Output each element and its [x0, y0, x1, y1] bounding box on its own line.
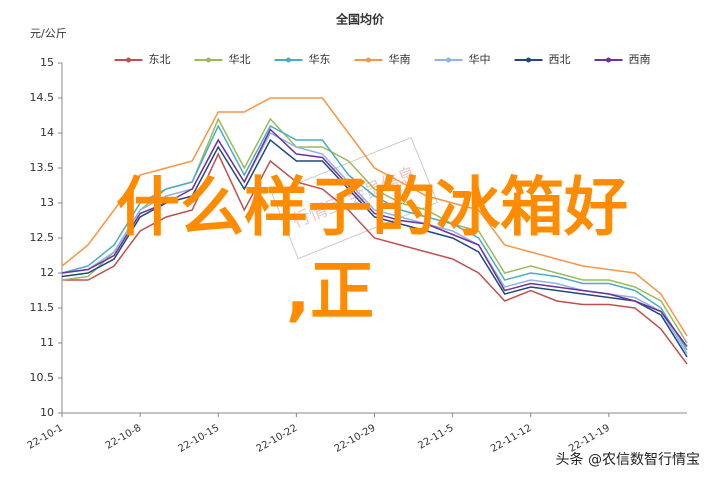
legend-marker — [126, 57, 131, 63]
headline-2: ,正 — [286, 256, 374, 330]
y-tick-label: 11.5 — [30, 301, 55, 314]
chart-title: 全国均价 — [335, 12, 385, 27]
legend-marker — [526, 57, 531, 63]
y-tick-label: 10.5 — [30, 371, 55, 384]
y-tick-label: 14 — [40, 126, 54, 139]
y-axis-label: 元/公斤 — [30, 27, 67, 40]
x-tick-label: 22-11-5 — [416, 423, 455, 452]
x-tick-label: 22-10-22 — [255, 423, 300, 455]
x-tick-label: 22-10-1 — [26, 423, 65, 452]
y-tick-label: 11 — [40, 336, 54, 349]
footer: 头条 @农信数智行情宝 — [556, 451, 700, 468]
series-line — [61, 128, 688, 347]
x-tick-label: 22-10-29 — [333, 423, 378, 455]
y-tick-label: 13.5 — [30, 161, 55, 174]
legend-label: 西南 — [629, 53, 651, 66]
series-line — [61, 124, 688, 351]
x-tick-label: 22-10-15 — [176, 423, 221, 455]
legend-marker — [206, 57, 211, 63]
legend-marker — [366, 57, 371, 63]
y-tick-label: 12 — [40, 266, 54, 279]
legend-label: 东北 — [149, 53, 171, 66]
y-tick-label: 10 — [40, 406, 54, 419]
legend-marker — [286, 57, 291, 63]
y-tick-label: 14.5 — [30, 91, 55, 104]
legend-label: 华东 — [309, 52, 331, 66]
legend-label: 华中 — [469, 52, 491, 66]
y-tick-label: 12.5 — [30, 231, 55, 244]
legend-marker — [606, 57, 611, 63]
y-tick-label: 13 — [40, 196, 54, 209]
series-line — [62, 152, 688, 365]
x-tick-label: 22-11-12 — [489, 423, 534, 455]
legend-label: 华北 — [229, 52, 251, 66]
legend-label: 西北 — [549, 53, 571, 66]
legend-label: 华南 — [389, 52, 411, 66]
headline: 什么样子的冰箱好 — [116, 172, 628, 246]
series-line — [61, 97, 688, 337]
y-tick-label: 15 — [40, 56, 54, 69]
x-tick-label: 22-11-19 — [567, 423, 612, 455]
x-tick-label: 22-10-8 — [104, 423, 143, 452]
legend-marker — [446, 57, 451, 63]
